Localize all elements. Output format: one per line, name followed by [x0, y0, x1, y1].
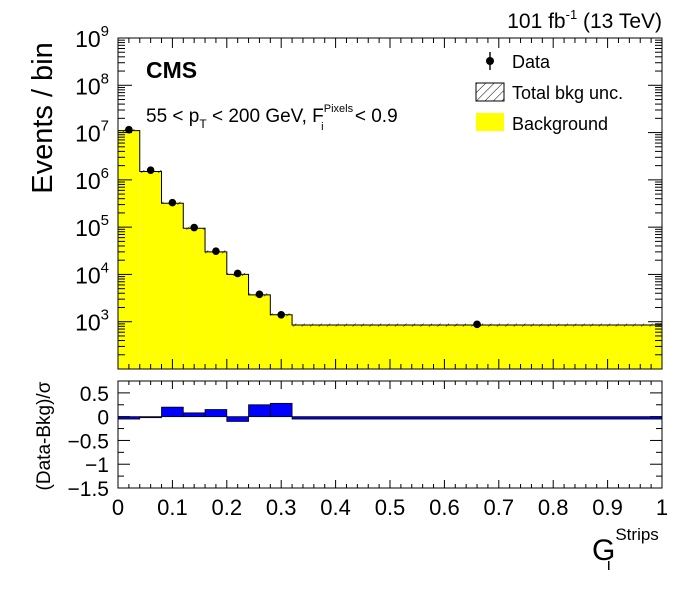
x-tick-label: 0.7 — [484, 495, 515, 520]
pull-bin — [161, 406, 184, 418]
data-point — [277, 311, 286, 319]
y-tick-label: 108 — [75, 70, 109, 99]
y-tick-label: 105 — [75, 212, 109, 241]
x-tick-label: 0.4 — [320, 495, 351, 520]
legend-entry-data: Data — [486, 52, 551, 72]
selection-sub1: T — [199, 117, 207, 131]
x-tick-label: 0 — [112, 495, 124, 520]
pull-bin — [226, 416, 249, 422]
pull-bin — [291, 416, 663, 420]
data-point — [255, 290, 264, 299]
pull-bin — [204, 409, 228, 418]
legend-label-data: Data — [512, 52, 551, 72]
cms-label: CMS — [146, 57, 197, 83]
ratio-x-ticks — [117, 381, 663, 488]
x-tick-label: 0.8 — [538, 495, 569, 520]
x-tick-label: 0.3 — [266, 495, 297, 520]
data-point — [168, 198, 177, 207]
y-tick-label: 107 — [75, 118, 109, 147]
x-tick-label: 0.5 — [375, 495, 406, 520]
selection-label: 55 < pT < 200 GeV, FPixels i < 0.9 — [146, 103, 398, 133]
ratio-y-axis-title: (Data-Bkg)/σ — [34, 381, 55, 490]
y-axis-title: Events / bin — [27, 42, 59, 194]
data-point — [146, 166, 155, 175]
x-tick-label: 0.9 — [592, 495, 623, 520]
y-tick-label: 106 — [75, 165, 109, 194]
ratio-y-tick-labels: 0.50−0.5−1−1.5 — [68, 383, 109, 501]
y-tick-label: 104 — [75, 259, 109, 288]
background-bin — [161, 203, 184, 369]
background-bin — [292, 325, 662, 369]
legend: Data Total bkg unc. Background — [475, 52, 623, 134]
data-point — [233, 269, 242, 278]
legend-entry-bkg: Background — [476, 113, 608, 134]
legend-entry-unc: Total bkg unc. — [475, 82, 623, 103]
background-bin — [118, 130, 140, 369]
ratio-plot-frame — [117, 380, 663, 489]
legend-data-marker — [486, 57, 494, 65]
x-axis-title-sup: Strips — [615, 525, 658, 544]
x-axis-title: GStrips i — [592, 525, 659, 574]
legend-hatch-swatch — [475, 82, 505, 102]
data-point — [473, 320, 481, 329]
selection-part3: < 0.9 — [350, 106, 398, 127]
main-panel: 103 104 105 106 107 108 109 — [75, 23, 663, 370]
ratio-y-tick-label: 0.5 — [80, 383, 109, 406]
pull-bin — [269, 402, 293, 418]
selection-sub2: i — [321, 121, 323, 133]
pull-bin — [139, 416, 162, 419]
main-x-ticks — [117, 38, 663, 369]
background-histogram — [117, 129, 663, 369]
data-points — [125, 125, 481, 329]
main-y-ticks — [118, 37, 662, 370]
pull-histogram — [117, 402, 663, 422]
data-point — [190, 223, 198, 232]
selection-part2: < 200 GeV, F — [207, 106, 324, 127]
background-bin — [205, 251, 227, 369]
x-tick-label: 1 — [656, 495, 668, 520]
data-point — [125, 125, 133, 134]
lumi-superscript: -1 — [566, 7, 578, 22]
legend-bkg-swatch — [476, 113, 504, 131]
main-y-tick-labels: 103 104 105 106 107 108 109 — [75, 23, 109, 336]
selection-sup2: Pixels — [324, 103, 354, 115]
background-bin — [248, 294, 271, 369]
legend-label-unc: Total bkg unc. — [512, 83, 623, 103]
pull-bin — [182, 412, 206, 418]
ratio-y-tick-label: 0 — [97, 407, 109, 430]
background-bin — [270, 314, 293, 369]
background-bin — [139, 171, 162, 369]
legend-label-bkg: Background — [512, 114, 608, 134]
x-axis-title-base: G — [592, 534, 615, 567]
x-tick-label: 0.6 — [429, 495, 460, 520]
pull-bin — [248, 404, 271, 418]
lumi-value: 101 fb — [507, 10, 565, 33]
ratio-y-tick-label: −1 — [85, 454, 109, 477]
x-axis-title-sub: i — [607, 555, 611, 574]
background-bin — [226, 274, 249, 369]
lumi-energy: (13 TeV) — [577, 10, 662, 33]
selection-part1: 55 < p — [146, 106, 199, 127]
y-tick-label: 103 — [75, 307, 109, 336]
lumi-label: 101 fb-1 (13 TeV) — [507, 7, 662, 33]
x-tick-label: 0.2 — [212, 495, 243, 520]
x-tick-label: 0.1 — [157, 495, 188, 520]
ratio-y-ticks — [118, 392, 662, 489]
ratio-panel: 0.50−0.5−1−1.5 0 0.1 0.2 0.3 0.4 0.5 0.6 0.7 0.8… — [68, 380, 668, 520]
background-bin — [183, 228, 206, 369]
data-point — [212, 247, 220, 255]
ratio-y-tick-label: −1.5 — [68, 478, 109, 501]
x-tick-labels: 0 0.1 0.2 0.3 0.4 0.5 0.6 0.7 0.8 0.9 1 — [112, 495, 668, 520]
ratio-y-tick-label: −0.5 — [68, 430, 109, 453]
y-tick-label: 109 — [75, 23, 109, 52]
